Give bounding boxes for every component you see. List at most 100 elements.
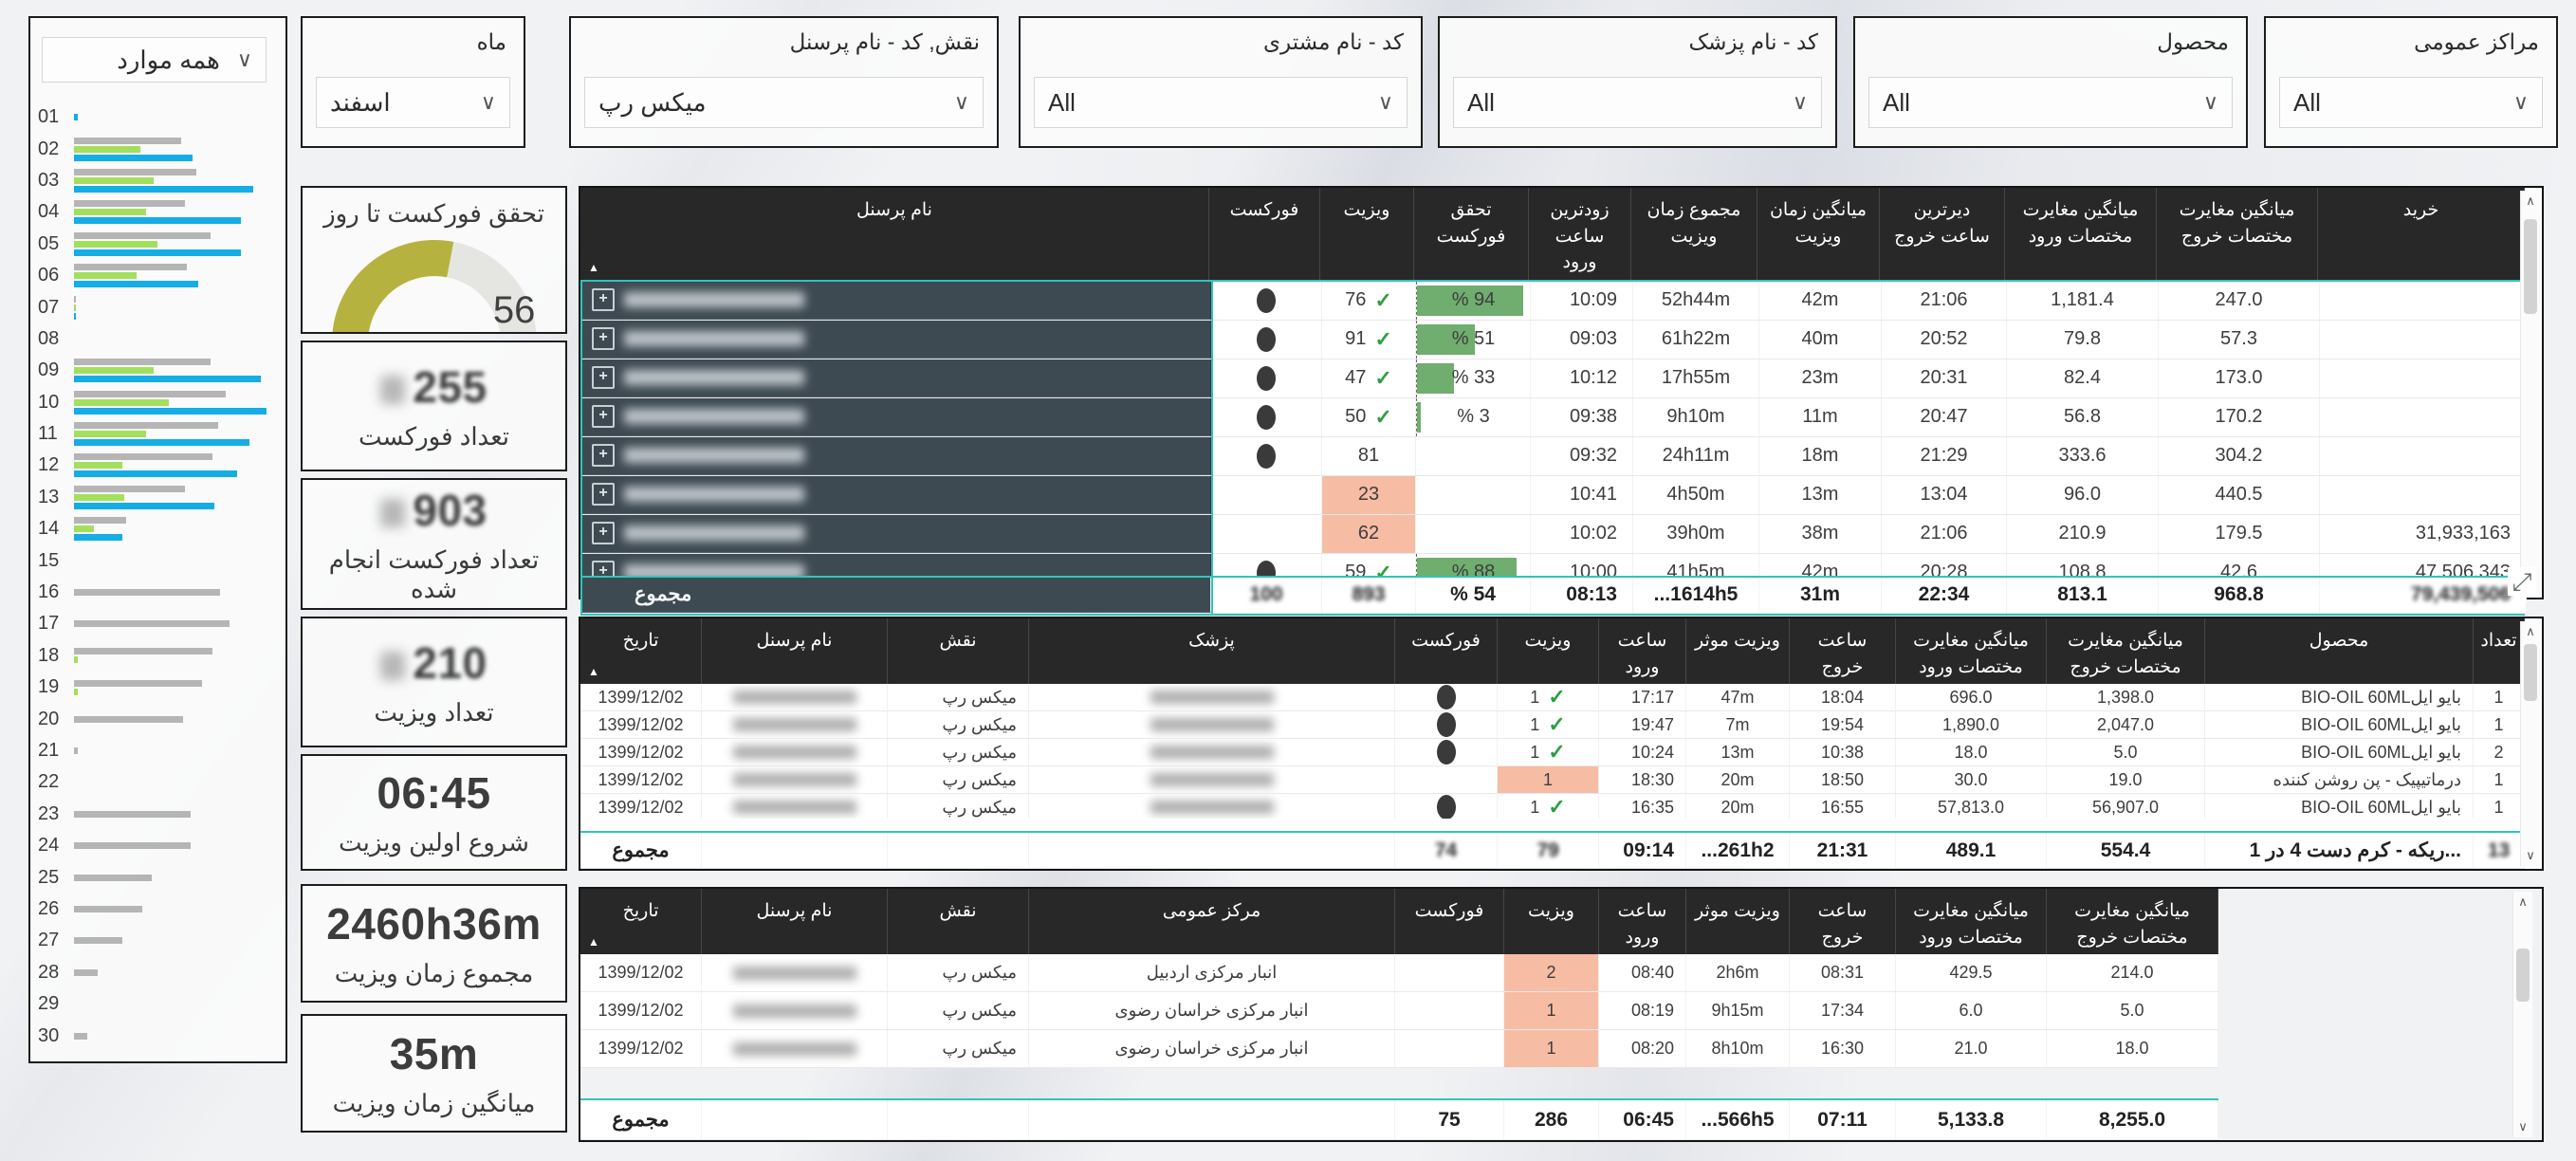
column-header[interactable]: میانگین مغایرت مختصات ورود — [1896, 618, 2047, 685]
column-header[interactable]: نقش — [888, 889, 1029, 955]
column-header[interactable]: تعداد — [2474, 618, 2525, 685]
column-header[interactable]: ویزیت — [1320, 188, 1414, 280]
table-row[interactable]: +47 ✓ 33 % 10:12 17h55m 23m 20:31 82.4 173.0 — [582, 359, 2523, 398]
column-header[interactable]: تاریخ ▲ — [580, 618, 702, 685]
day-row-15[interactable]: 15 — [38, 544, 280, 576]
day-row-12[interactable]: 12 — [38, 450, 280, 481]
day-row-16[interactable]: 16 — [38, 577, 280, 608]
day-row-20[interactable]: 20 — [38, 703, 280, 734]
personnel-dropdown[interactable]: میکس رپ ∨ — [584, 77, 984, 128]
column-header[interactable]: میانگین مغایرت مختصات ورود — [1896, 889, 2047, 955]
column-header[interactable]: نام پرسنل — [702, 618, 888, 685]
day-row-27[interactable]: 27 — [38, 925, 280, 956]
day-row-28[interactable]: 28 — [38, 957, 280, 988]
column-header[interactable]: نام پرسنل ▲ — [580, 188, 1209, 280]
day-row-25[interactable]: 25 — [38, 861, 280, 893]
all-items-dropdown[interactable]: همه موارد ∨ — [42, 37, 267, 83]
product-dropdown[interactable]: All ∨ — [1868, 77, 2233, 128]
column-header[interactable]: میانگین مغایرت مختصات ورود — [2005, 188, 2157, 280]
day-row-02[interactable]: 02 — [38, 133, 280, 164]
column-header[interactable]: میانگین مغایرت مختصات خروج — [2157, 188, 2318, 280]
day-row-24[interactable]: 24 — [38, 830, 280, 861]
day-row-03[interactable]: 03 — [38, 165, 280, 196]
column-header[interactable]: ویزیت — [1504, 889, 1599, 955]
scroll-down-icon[interactable]: ∨ — [2518, 1119, 2528, 1133]
table-row[interactable]: 1399/12/02 میکس رپ انبار مرکزی خراسان رضوی… — [580, 992, 2218, 1031]
scroll-up-icon[interactable]: ∧ — [2526, 194, 2535, 208]
expand-plus-icon[interactable]: + — [592, 561, 615, 576]
column-header[interactable]: ساعت ورود — [1599, 618, 1686, 685]
table-row[interactable]: +76 ✓ 94 % 10:09 52h44m 42m 21:06 1,181.4 247.0 — [582, 281, 2523, 321]
day-row-30[interactable]: 30 — [38, 1020, 280, 1051]
column-header[interactable]: مجموع زمان ویزیت — [1631, 188, 1757, 280]
day-row-01[interactable]: 01 — [38, 101, 280, 133]
day-row-05[interactable]: 05 — [38, 229, 280, 260]
scrollbar-thumb[interactable] — [2524, 219, 2537, 314]
day-row-26[interactable]: 26 — [38, 894, 280, 925]
doctor-dropdown[interactable]: All ∨ — [1453, 77, 1822, 128]
scrollbar-thumb[interactable] — [2524, 644, 2537, 701]
day-row-06[interactable]: 06 — [38, 260, 280, 291]
column-header[interactable]: ساعت خروج — [1790, 889, 1896, 955]
column-header[interactable]: فورکست — [1395, 618, 1498, 685]
column-header[interactable]: خرید — [2318, 188, 2525, 280]
scrollbar-thumb[interactable] — [2516, 949, 2530, 1002]
table-row[interactable]: 1399/12/02 میکس رپ 1 ✓ 17:17 47m 18:04 696.0 1,3… — [580, 684, 2525, 712]
scroll-up-icon[interactable]: ∧ — [2518, 894, 2528, 909]
column-header[interactable]: میانگین مغایرت مختصات خروج — [2047, 889, 2218, 955]
day-row-22[interactable]: 22 — [38, 766, 280, 798]
column-header[interactable]: پزشک — [1029, 618, 1395, 685]
expand-plus-icon[interactable]: + — [592, 444, 615, 468]
column-header[interactable]: فورکست — [1395, 889, 1504, 955]
column-header[interactable]: مرکز عمومی — [1029, 889, 1395, 955]
expand-plus-icon[interactable]: + — [592, 288, 615, 312]
expand-plus-icon[interactable]: + — [592, 405, 615, 429]
column-header[interactable]: نقش — [888, 618, 1029, 685]
expand-plus-icon[interactable]: + — [592, 327, 615, 351]
table-row[interactable]: +23 10:41 4h50m 13m 13:04 96.0 440.5 — [582, 475, 2523, 515]
vertical-scrollbar[interactable]: ∧∨ — [2520, 191, 2540, 595]
day-row-09[interactable]: 09 — [38, 355, 280, 386]
table-row[interactable]: 1399/12/02 میکس رپ 1 ✓ 10:24 13m 10:38 18.0 5.0 ب… — [580, 739, 2525, 767]
table-row[interactable]: 1399/12/02 میکس رپ 1 18:30 20m 18:50 30.0 19.0 د… — [580, 766, 2525, 795]
day-row-29[interactable]: 29 — [38, 988, 280, 1020]
day-row-07[interactable]: 07 — [38, 291, 280, 322]
column-header[interactable]: میانگین زمان ویزیت — [1757, 188, 1880, 280]
vertical-scrollbar[interactable]: ∧∨ — [2520, 621, 2540, 866]
table-row[interactable]: +91 ✓ 51 % 09:03 61h22m 40m 20:52 79.8 57.3 — [582, 320, 2523, 359]
column-header[interactable]: ویزیت — [1498, 618, 1599, 685]
column-header[interactable]: ساعت ورود — [1599, 889, 1686, 955]
table-row[interactable]: +62 10:02 39h0m 38m 21:06 210.9 179.5 31,933,16… — [582, 514, 2523, 554]
expand-plus-icon[interactable]: + — [592, 366, 615, 390]
focus-mode-icon[interactable]: ⤢ — [2508, 567, 2536, 596]
day-row-11[interactable]: 11 — [38, 418, 280, 450]
public-centers-dropdown[interactable]: All ∨ — [2279, 77, 2543, 128]
column-header[interactable]: تحقق فورکست — [1414, 188, 1529, 280]
day-row-13[interactable]: 13 — [38, 482, 280, 513]
column-header[interactable]: میانگین مغایرت مختصات خروج — [2047, 618, 2205, 685]
table-row[interactable]: +50 ✓ 3 % 09:38 9h10m 11m 20:47 56.8 170.2 — [582, 397, 2523, 437]
column-header[interactable]: نام پرسنل — [702, 889, 888, 955]
expand-plus-icon[interactable]: + — [592, 483, 615, 507]
day-row-10[interactable]: 10 — [38, 387, 280, 418]
column-header[interactable]: دیرترین ساعت خروج — [1880, 188, 2005, 280]
column-header[interactable]: ویزیت موثر — [1686, 618, 1790, 685]
column-header[interactable]: زودترین ساعت ورود — [1529, 188, 1631, 280]
column-header[interactable]: فورکست — [1209, 188, 1320, 280]
month-dropdown[interactable]: اسفند ∨ — [316, 77, 510, 128]
day-row-14[interactable]: 14 — [38, 513, 280, 544]
day-row-17[interactable]: 17 — [38, 608, 280, 639]
day-row-23[interactable]: 23 — [38, 799, 280, 830]
table-row[interactable]: +59 ✓ 88 % 10:00 41h5m 42m 20:28 108.8 42.6 47,50… — [582, 553, 2523, 576]
column-header[interactable]: ساعت خروج — [1790, 618, 1896, 685]
column-header[interactable]: ویزیت موثر — [1686, 889, 1790, 955]
day-row-19[interactable]: 19 — [38, 672, 280, 703]
table-row[interactable]: 1399/12/02 میکس رپ انبار مرکزی خراسان رضوی… — [580, 1030, 2218, 1069]
table-row[interactable]: +81 09:32 24h11m 18m 21:29 333.6 304.2 — [582, 436, 2523, 476]
column-header[interactable]: محصول — [2205, 618, 2474, 685]
column-header[interactable]: تاریخ ▲ — [580, 889, 702, 955]
day-row-18[interactable]: 18 — [38, 640, 280, 672]
table-row[interactable]: 1399/12/02 میکس رپ 1 ✓ 19:47 7m 19:54 1,890.0 2,… — [580, 711, 2525, 740]
expand-plus-icon[interactable]: + — [592, 522, 615, 545]
day-row-21[interactable]: 21 — [38, 735, 280, 766]
